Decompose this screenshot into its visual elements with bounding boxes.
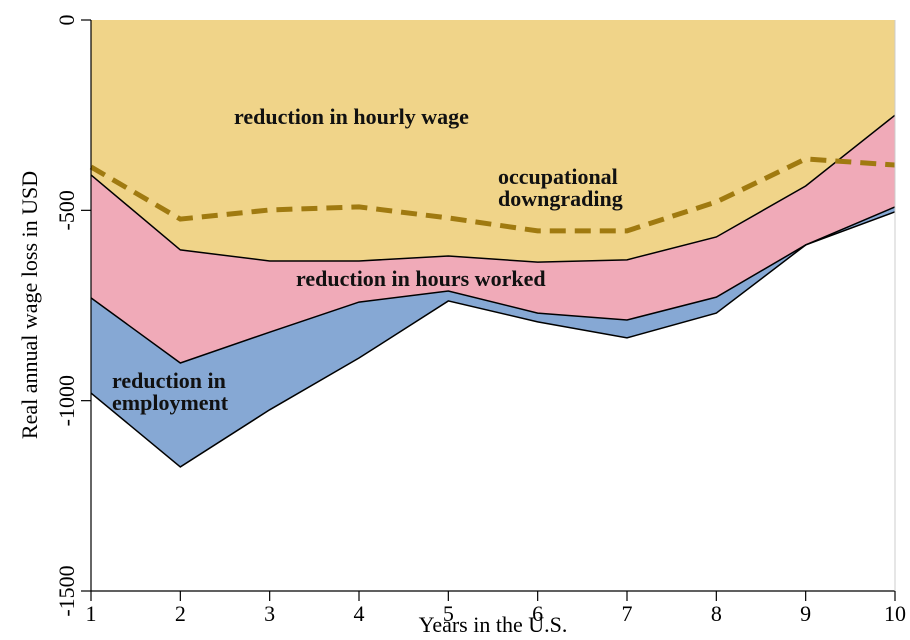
area	[91, 20, 895, 263]
y-tick-label: -500	[54, 190, 79, 230]
y-tick-label: -1500	[54, 565, 79, 616]
y-tick-label: 0	[54, 15, 79, 26]
area	[91, 115, 895, 363]
x-tick-label: 6	[532, 601, 543, 626]
x-tick-label: 1	[86, 601, 97, 626]
area-edge	[90, 206, 896, 364]
x-axis-label: Years in the U.S.	[419, 612, 568, 637]
series-label: reduction in hours worked	[296, 266, 546, 291]
x-tick-label: 4	[354, 601, 365, 626]
area	[91, 206, 895, 467]
series-label: reduction in employment	[112, 368, 229, 415]
series-label: reduction in hourly wage	[234, 104, 469, 129]
area-edge	[90, 114, 896, 263]
x-tick-label: 2	[175, 601, 186, 626]
x-tick-label: 10	[884, 601, 906, 626]
area-edge	[90, 211, 896, 468]
x-tick-label: 8	[711, 601, 722, 626]
y-tick-label: -1000	[54, 375, 79, 426]
x-tick-label: 5	[443, 601, 454, 626]
x-tick-label: 3	[264, 601, 275, 626]
series-label: occupational downgrading	[498, 164, 623, 211]
y-axis-label: Real annual wage loss in USD	[17, 171, 42, 439]
x-tick-label: 7	[622, 601, 633, 626]
x-tick-label: 9	[800, 601, 811, 626]
